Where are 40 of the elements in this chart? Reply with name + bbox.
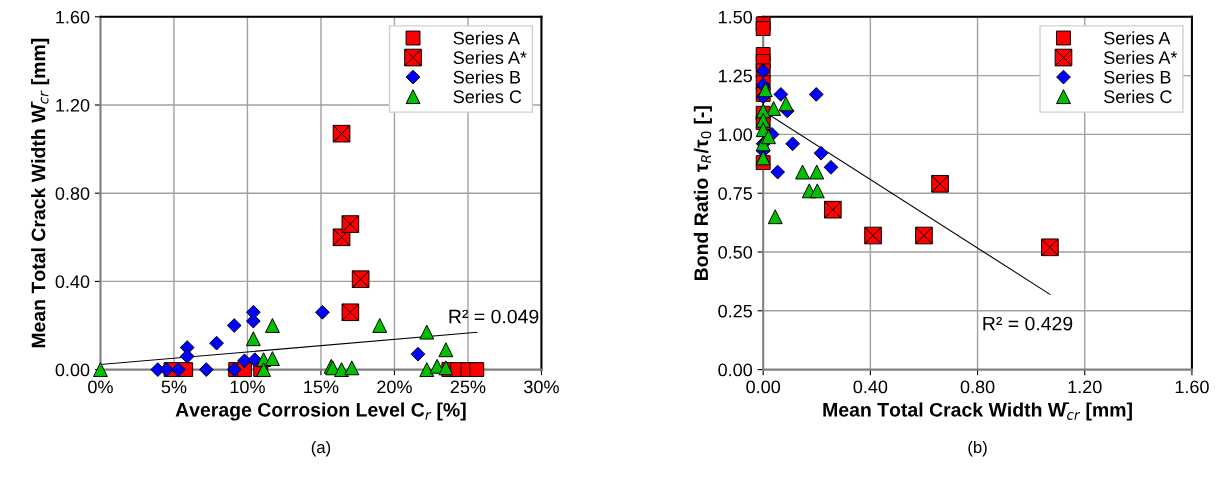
text: (a) <box>311 440 331 457</box>
y-tick-label: 1.60 <box>56 10 90 24</box>
y-tick-label: 0.00 <box>55 363 90 377</box>
y-tick-label: 1.50 <box>719 10 753 24</box>
legend-label: Series C <box>453 89 522 104</box>
text: (b) <box>968 440 987 457</box>
y-tick-label: 1.00 <box>719 128 753 142</box>
legend-label: Series A <box>1104 31 1171 45</box>
y-tick-label: 1.20 <box>56 98 90 112</box>
y-tick-label: 0.00 <box>718 363 753 377</box>
x-tick-label: 0.00 <box>746 380 781 394</box>
x-tick-label: 20% <box>377 380 412 394</box>
legend-label: Series B <box>453 70 521 84</box>
x-tick-label: 15% <box>304 380 339 394</box>
x-tick-label: 10% <box>230 380 265 394</box>
y-axis-title: Mean Total Crack Width W̄$_{cr}$ [mm] <box>31 38 50 348</box>
x-tick-label: 30% <box>524 380 559 394</box>
legend-label: Series A* <box>1104 50 1178 65</box>
x-tick-label: 1.20 <box>1068 380 1102 394</box>
y-tick-label: 0.80 <box>55 187 90 200</box>
x-tick-label: 0.80 <box>960 380 995 394</box>
legend-label: Series B <box>1104 70 1171 84</box>
x-tick-label: 25% <box>450 380 486 394</box>
legend-label: Series A* <box>453 50 527 65</box>
annotation: R² = 0.429 <box>983 316 1073 331</box>
y-tick-label: 1.25 <box>719 69 752 83</box>
legend-label: Series C <box>1104 89 1172 104</box>
y-axis-title: Bond Ratio τ$_{R}$/τ$_{0}$ [-] <box>693 106 712 281</box>
x-tick-label: 0% <box>88 380 113 394</box>
x-axis-title: Average Corrosion Level C$_{r}$ [%] <box>175 402 466 421</box>
y-tick-label: 0.25 <box>718 304 752 318</box>
x-tick-label: 5% <box>161 380 187 394</box>
y-tick-label: 0.40 <box>55 275 90 289</box>
x-tick-label: 1.60 <box>1175 380 1209 394</box>
x-axis-title: Mean Total Crack Width W̄$_{cr}$ [mm] <box>823 402 1132 421</box>
x-tick-label: 0.40 <box>853 380 888 394</box>
y-tick-label: 0.75 <box>718 187 752 200</box>
legend-label: Series A <box>453 31 520 45</box>
annotation: R² = 0.049 <box>449 309 539 324</box>
y-tick-label: 0.50 <box>718 245 753 259</box>
